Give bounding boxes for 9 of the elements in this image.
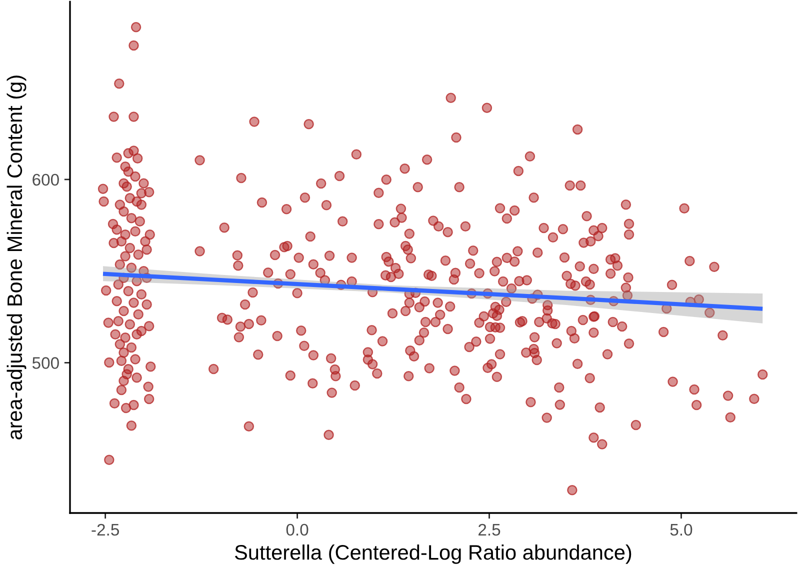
x-tick-label: 2.5 xyxy=(478,524,500,536)
x-tick-label: 0.0 xyxy=(286,524,308,536)
y-tick-label: 600 xyxy=(32,174,59,186)
line-series xyxy=(100,272,765,311)
y-tick-label: 500 xyxy=(32,357,59,369)
x-tick-label: -2.5 xyxy=(92,524,119,536)
x-axis-title: Sutterella (Centered-Log Ratio abundance) xyxy=(234,544,632,564)
x-tick-label: 5.0 xyxy=(670,524,692,536)
y-axis-title: area-adjusted Bone Mineral Content (g) xyxy=(6,76,26,440)
